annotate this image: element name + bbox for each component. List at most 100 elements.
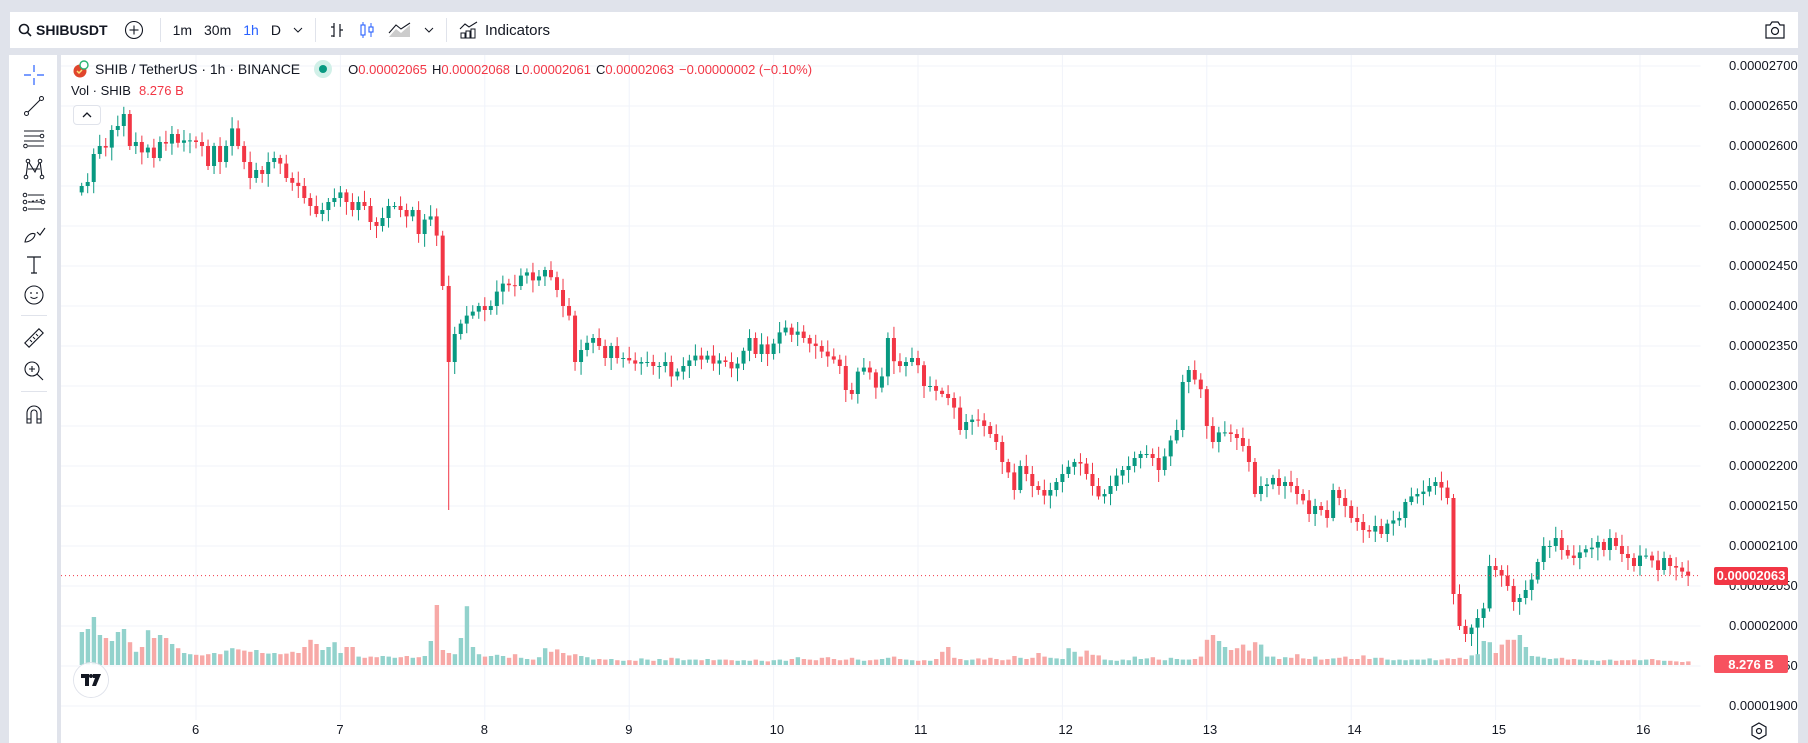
fib-retracement-icon (23, 130, 45, 149)
chevron-down-icon (424, 27, 434, 33)
price-axis-label: 0.00002250 (1729, 418, 1798, 433)
time-axis-label: 10 (769, 722, 785, 737)
price-axis-label: 0.00002400 (1729, 298, 1798, 313)
area-chart-type-button[interactable] (382, 12, 418, 48)
toolbar-divider (21, 391, 47, 392)
open-label: O (348, 61, 359, 77)
tradingview-logo[interactable] (74, 663, 108, 697)
chart-type-dropdown-button[interactable] (418, 12, 440, 48)
candles-icon (360, 22, 374, 38)
price-axis-label: 0.00001900 (1729, 698, 1798, 713)
drawing-toolbar (9, 55, 57, 743)
symbol-title[interactable]: SHIB / TetherUS · 1h · BINANCE (95, 61, 301, 77)
text-tool[interactable] (21, 251, 47, 277)
symbol-search-button[interactable]: SHIBUSDT (10, 12, 114, 48)
time-axis-label: 14 (1347, 722, 1362, 737)
volume-label: Vol · SHIB (71, 83, 131, 98)
snapshot-button[interactable] (1758, 12, 1798, 48)
pattern-icon (23, 158, 45, 180)
brush-tool[interactable] (21, 221, 47, 247)
chevron-up-icon (82, 112, 92, 118)
compare-symbol-button[interactable] (114, 12, 154, 48)
brush-icon (24, 227, 46, 243)
time-axis-label: 8 (480, 722, 489, 737)
chart-panel[interactable]: SHIB / TetherUS · 1h · BINANCE O 0.000020… (61, 55, 1799, 743)
trend-line-tool[interactable] (21, 93, 47, 119)
close-value: 0.00002063 (605, 61, 675, 77)
time-axis-label: 7 (336, 722, 344, 737)
magnet-tool[interactable] (21, 401, 47, 427)
current-volume-tag: 8.276 B (1714, 655, 1788, 673)
top-toolbar: SHIBUSDT 1m 30m 1h D Indicators (9, 11, 1799, 49)
camera-icon (1765, 21, 1785, 39)
market-status-icon[interactable] (314, 60, 333, 78)
text-icon (27, 256, 41, 274)
emoji-icon (24, 285, 44, 305)
emoji-tool[interactable] (21, 282, 47, 308)
zoom-in-icon (24, 361, 44, 381)
crosshair-tool[interactable] (21, 62, 47, 88)
price-axis-label: 0.00002550 (1729, 178, 1798, 193)
zoom-in-tool[interactable] (21, 358, 47, 384)
toolbar-divider (21, 315, 47, 316)
time-axis-label: 12 (1058, 722, 1073, 737)
bar-chart-icon (330, 23, 343, 37)
ruler-icon (24, 328, 44, 348)
volume-legend[interactable]: Vol · SHIB 8.276 B (71, 83, 184, 98)
fib-retracement-tool[interactable] (21, 126, 47, 152)
chevron-down-icon (293, 27, 303, 33)
search-icon (18, 23, 32, 37)
interval-dropdown-button[interactable] (287, 12, 309, 48)
chart-settings-button[interactable] (1750, 722, 1768, 740)
time-axis-label: 9 (625, 722, 633, 737)
interval-d[interactable]: D (270, 22, 281, 38)
close-label: C (595, 61, 606, 77)
low-label: L (515, 61, 523, 77)
price-axis-label: 0.00002700 (1729, 58, 1798, 73)
interval-1h[interactable]: 1h (243, 22, 259, 38)
price-axis-label: 0.00002300 (1729, 378, 1798, 393)
symbol-label: SHIBUSDT (36, 22, 108, 38)
interval-30m[interactable]: 30m (204, 22, 232, 38)
price-axis-label: 0.00002200 (1729, 458, 1798, 473)
add-symbol-icon (124, 20, 143, 40)
bars-chart-type-button[interactable] (322, 12, 352, 48)
interval-1m[interactable]: 1m (172, 22, 193, 38)
indicators-icon (459, 21, 478, 39)
price-axis-label: 0.00002650 (1729, 98, 1798, 113)
volume-value: 8.276 B (138, 83, 184, 98)
gear-icon (1751, 722, 1767, 740)
indicators-button[interactable]: Indicators (453, 12, 556, 48)
open-value: 0.00002065 (358, 61, 427, 77)
trend-line-icon (24, 96, 44, 116)
price-axis-label: 0.00002350 (1729, 338, 1798, 353)
candles-chart-type-button[interactable] (352, 12, 382, 48)
change-value: −0.00000002 (−0.10%) (679, 61, 813, 77)
time-axis-label: 15 (1491, 722, 1507, 737)
current-price-tag: 0.00002063 (1714, 566, 1788, 585)
price-axis-label: 0.00002100 (1729, 538, 1798, 553)
toolbar-divider (314, 18, 316, 42)
pattern-tool[interactable] (21, 156, 47, 182)
candlestick-chart[interactable] (61, 55, 1799, 743)
ruler-tool[interactable] (21, 325, 47, 351)
low-value: 0.00002061 (522, 61, 591, 77)
time-axis-label: 6 (192, 722, 200, 737)
price-axis-label: 0.00002150 (1729, 498, 1798, 513)
time-axis-label: 13 (1202, 722, 1218, 737)
collapse-legend-button[interactable] (73, 105, 101, 125)
prediction-icon (22, 192, 46, 212)
chart-legend: SHIB / TetherUS · 1h · BINANCE O 0.000020… (71, 60, 817, 78)
time-axis-label: 16 (1636, 722, 1651, 737)
time-axis-label: 11 (914, 722, 928, 737)
indicators-label: Indicators (484, 21, 550, 39)
high-label: H (431, 61, 442, 77)
crosshair-icon (24, 65, 44, 85)
price-axis-label: 0.00002000 (1729, 618, 1798, 633)
price-axis-label: 0.00002600 (1729, 138, 1798, 153)
high-value: 0.00002068 (441, 61, 511, 77)
tradingview-logo-icon (81, 674, 101, 686)
magnet-icon (26, 405, 42, 424)
prediction-tool[interactable] (21, 189, 47, 215)
